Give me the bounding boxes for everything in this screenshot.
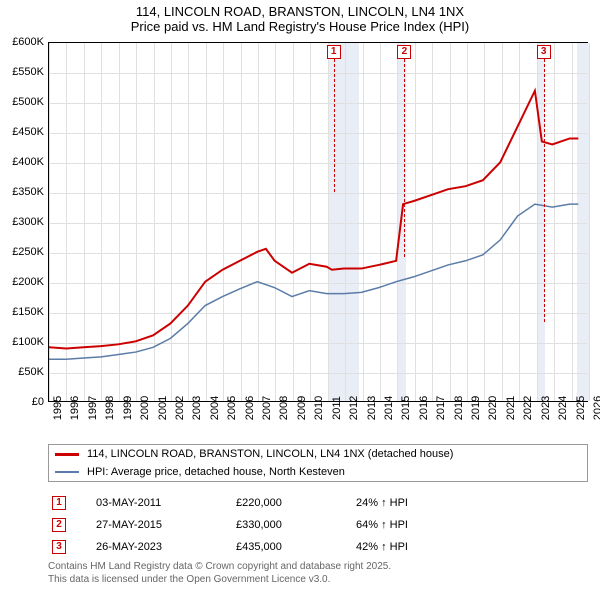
- footer-line2: This data is licensed under the Open Gov…: [48, 573, 391, 586]
- x-tick-label: 2000: [139, 396, 151, 420]
- x-tick-label: 2026: [592, 396, 600, 420]
- sale-marker-2: 2: [397, 45, 411, 59]
- sale-date: 26-MAY-2023: [96, 541, 236, 553]
- sale-price: £330,000: [236, 519, 356, 531]
- chart-plot-area: 1 2 3: [48, 42, 588, 402]
- x-tick-label: 2002: [174, 396, 186, 420]
- legend: 114, LINCOLN ROAD, BRANSTON, LINCOLN, LN…: [48, 444, 588, 482]
- x-tick-label: 2012: [348, 396, 360, 420]
- legend-label: HPI: Average price, detached house, Nort…: [87, 466, 345, 478]
- series-hpi: [49, 204, 578, 359]
- x-tick-label: 1996: [69, 396, 81, 420]
- sale-row-marker: 3: [52, 540, 66, 554]
- y-tick-label: £550K: [12, 66, 44, 78]
- y-tick-label: £0: [32, 396, 44, 408]
- x-tick-label: 1998: [104, 396, 116, 420]
- x-tick-label: 2023: [540, 396, 552, 420]
- legend-swatch: [55, 471, 79, 473]
- legend-item: 114, LINCOLN ROAD, BRANSTON, LINCOLN, LN…: [49, 445, 587, 463]
- x-tick-label: 2022: [522, 396, 534, 420]
- y-tick-label: £600K: [12, 36, 44, 48]
- legend-swatch: [55, 453, 79, 456]
- series-property: [49, 91, 578, 349]
- y-tick-label: £150K: [12, 306, 44, 318]
- x-tick-label: 2018: [453, 396, 465, 420]
- sale-marker-3: 3: [537, 45, 551, 59]
- legend-item: HPI: Average price, detached house, Nort…: [49, 463, 587, 481]
- y-tick-label: £500K: [12, 96, 44, 108]
- x-tick-label: 1997: [87, 396, 99, 420]
- sale-marker-line: [334, 59, 335, 192]
- sale-marker-line: [404, 59, 405, 257]
- y-axis: £0£50K£100K£150K£200K£250K£300K£350K£400…: [0, 42, 46, 402]
- sale-price: £435,000: [236, 541, 356, 553]
- x-tick-label: 2013: [366, 396, 378, 420]
- footer-attribution: Contains HM Land Registry data © Crown c…: [48, 560, 391, 586]
- y-tick-label: £400K: [12, 156, 44, 168]
- sale-date: 03-MAY-2011: [96, 497, 236, 509]
- sale-row: 1 03-MAY-2011£220,00024% ↑ HPI: [48, 492, 588, 514]
- legend-label: 114, LINCOLN ROAD, BRANSTON, LINCOLN, LN…: [87, 448, 453, 460]
- x-tick-label: 2004: [209, 396, 221, 420]
- x-tick-label: 2007: [261, 396, 273, 420]
- x-tick-label: 2010: [313, 396, 325, 420]
- x-tick-label: 2005: [226, 396, 238, 420]
- y-tick-label: £200K: [12, 276, 44, 288]
- chart-svg: [49, 43, 587, 401]
- sale-row: 3 26-MAY-2023£435,00042% ↑ HPI: [48, 536, 588, 558]
- x-tick-label: 2015: [400, 396, 412, 420]
- chart-title-line2: Price paid vs. HM Land Registry's House …: [0, 19, 600, 34]
- sale-price: £220,000: [236, 497, 356, 509]
- x-tick-label: 2014: [383, 396, 395, 420]
- sale-pct: 24% ↑ HPI: [356, 497, 476, 509]
- sales-table: 1 03-MAY-2011£220,00024% ↑ HPI 2 27-MAY-201…: [48, 492, 588, 558]
- x-tick-label: 2021: [505, 396, 517, 420]
- x-tick-label: 2001: [157, 396, 169, 420]
- x-tick-label: 2003: [191, 396, 203, 420]
- footer-line1: Contains HM Land Registry data © Crown c…: [48, 560, 391, 573]
- y-tick-label: £350K: [12, 186, 44, 198]
- sale-marker-line: [544, 59, 545, 322]
- sale-pct: 42% ↑ HPI: [356, 541, 476, 553]
- x-tick-label: 2016: [418, 396, 430, 420]
- x-tick-label: 2017: [435, 396, 447, 420]
- sale-row: 2 27-MAY-2015£330,00064% ↑ HPI: [48, 514, 588, 536]
- sale-date: 27-MAY-2015: [96, 519, 236, 531]
- sale-pct: 64% ↑ HPI: [356, 519, 476, 531]
- y-tick-label: £100K: [12, 336, 44, 348]
- sale-row-marker: 1: [52, 496, 66, 510]
- sale-marker-1: 1: [327, 45, 341, 59]
- sale-row-marker: 2: [52, 518, 66, 532]
- y-tick-label: £50K: [18, 366, 44, 378]
- gridline-v: [589, 43, 590, 401]
- y-tick-label: £250K: [12, 246, 44, 258]
- y-tick-label: £300K: [12, 216, 44, 228]
- x-tick-label: 2006: [244, 396, 256, 420]
- x-tick-label: 2011: [331, 396, 343, 420]
- chart-title-line1: 114, LINCOLN ROAD, BRANSTON, LINCOLN, LN…: [0, 0, 600, 19]
- x-tick-label: 2024: [557, 396, 569, 420]
- y-tick-label: £450K: [12, 126, 44, 138]
- x-tick-label: 2025: [575, 396, 587, 420]
- x-tick-label: 2019: [470, 396, 482, 420]
- x-tick-label: 2009: [296, 396, 308, 420]
- x-tick-label: 1999: [122, 396, 134, 420]
- x-tick-label: 1995: [52, 396, 64, 420]
- x-tick-label: 2008: [278, 396, 290, 420]
- x-tick-label: 2020: [487, 396, 499, 420]
